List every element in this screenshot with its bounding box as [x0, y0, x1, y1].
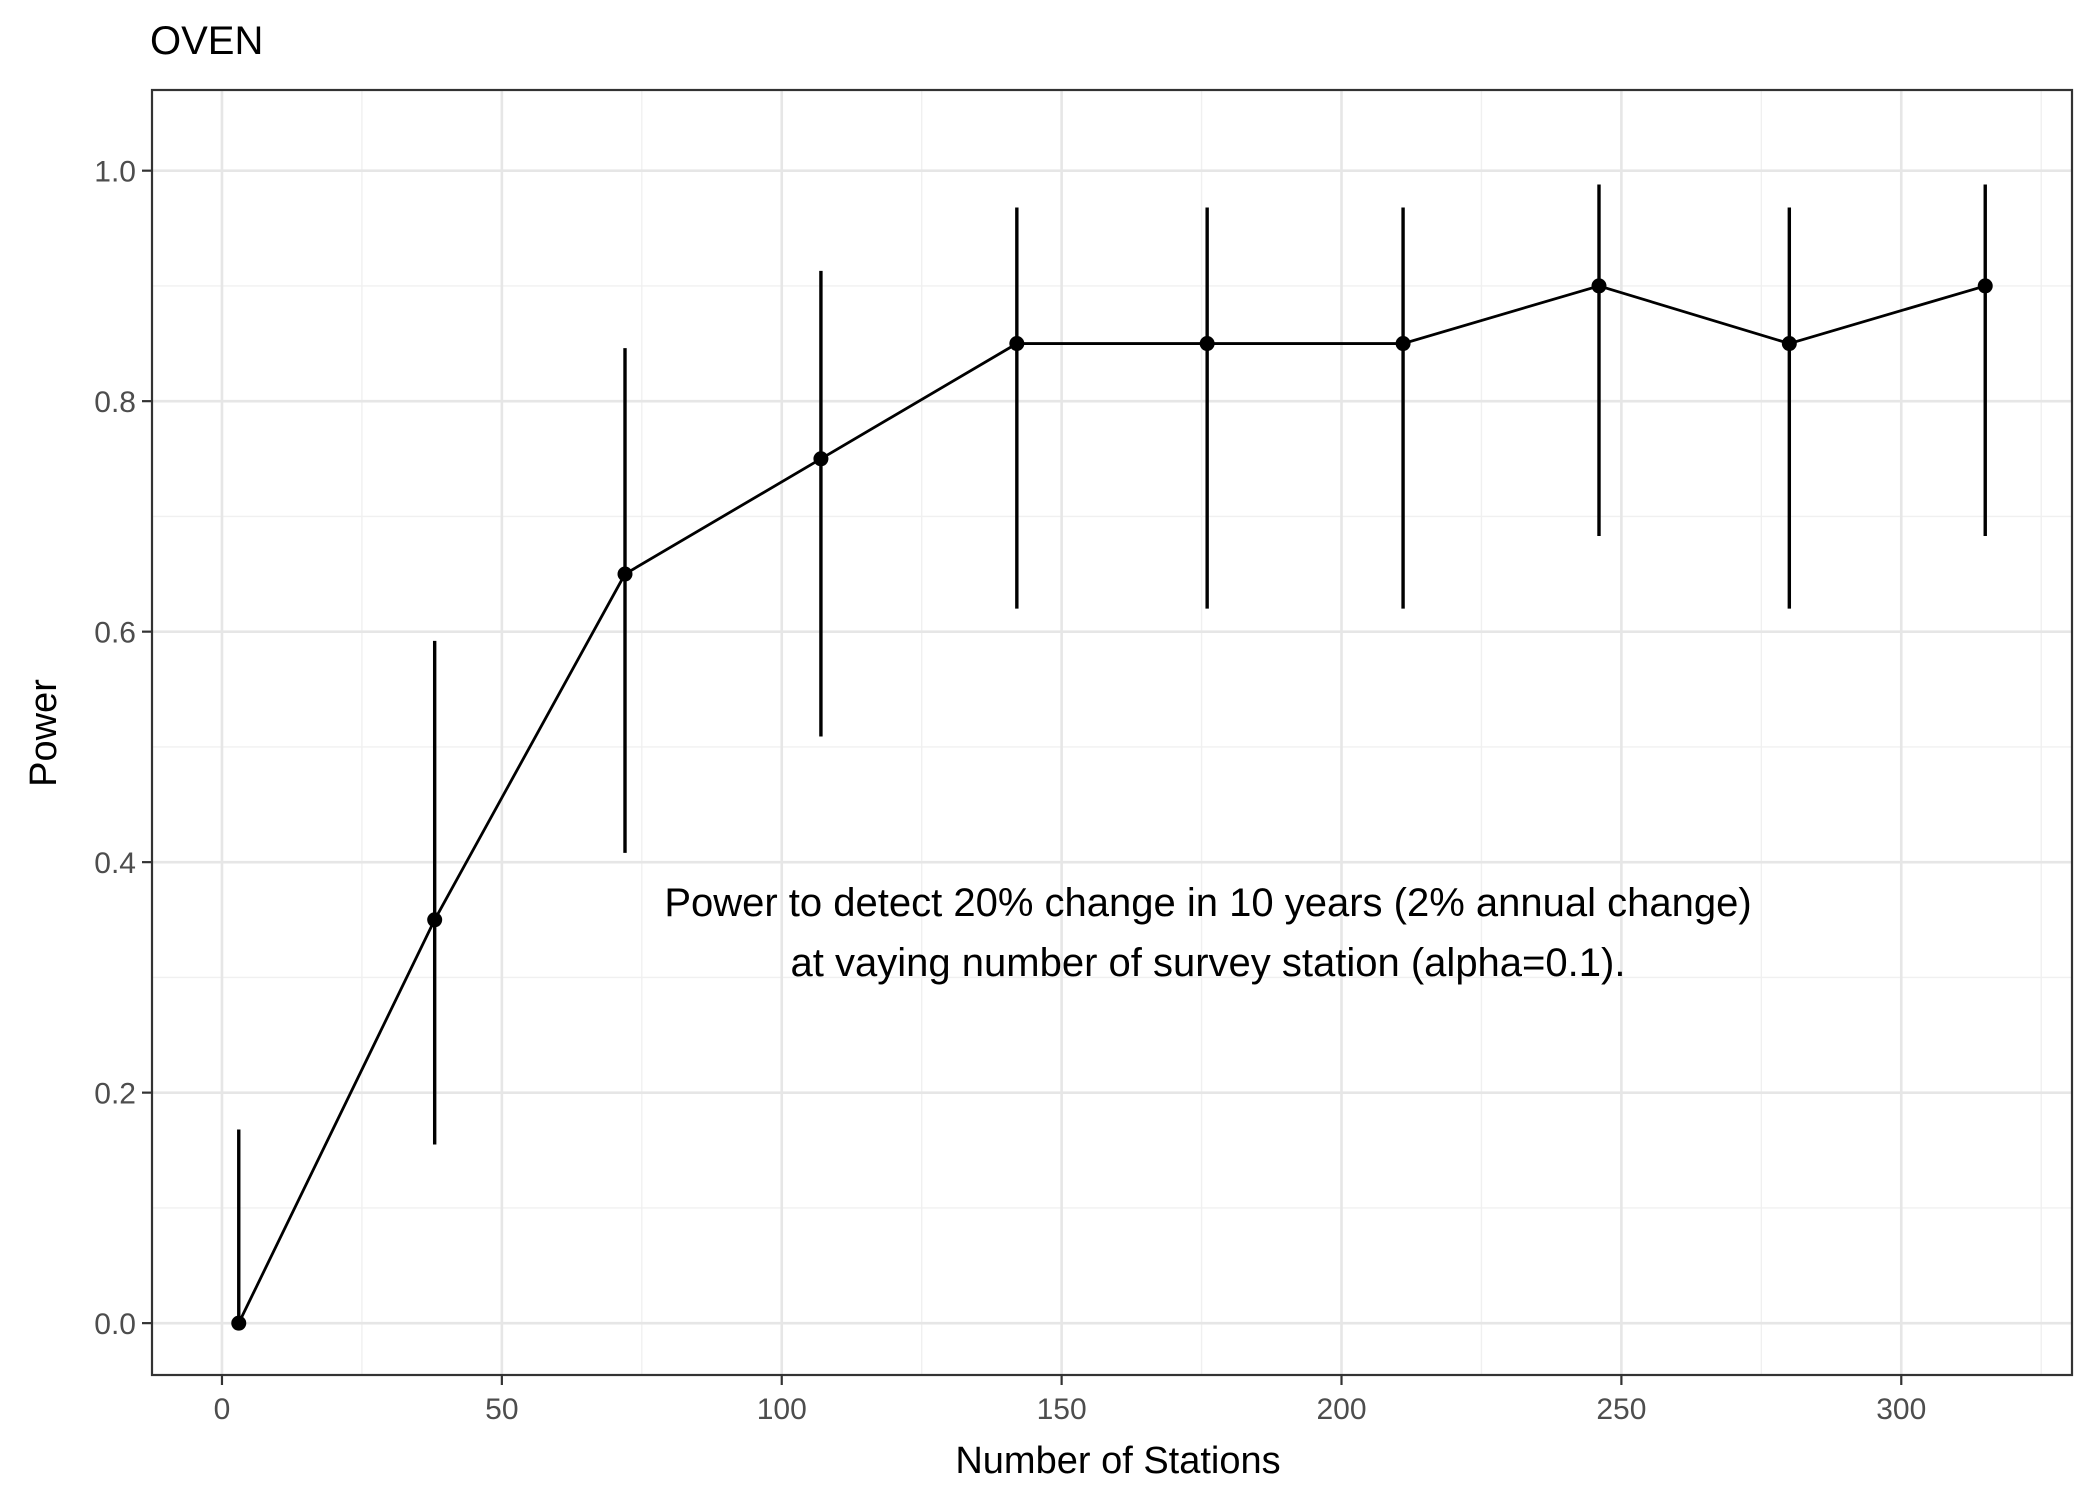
- x-tick-label: 50: [485, 1393, 518, 1426]
- x-tick-label: 300: [1876, 1393, 1926, 1426]
- data-points: [231, 278, 1993, 1331]
- data-point: [427, 912, 443, 928]
- data-point: [1199, 336, 1215, 352]
- plot-panel: [150, 88, 2074, 1377]
- data-point: [1781, 336, 1797, 352]
- y-tick-label: 0.8: [94, 386, 136, 419]
- x-axis-title: Number of Stations: [955, 1440, 1280, 1482]
- data-point: [813, 451, 829, 467]
- x-tick-label: 150: [1037, 1393, 1087, 1426]
- chart-title: OVEN: [150, 19, 263, 63]
- x-tick-label: 0: [214, 1393, 231, 1426]
- y-tick-label: 1.0: [94, 156, 136, 189]
- axis-ticks: 0 50 100 150 200 250 300 0.0 0.2 0.4 0.6 0.8 1.0: [94, 156, 1926, 1426]
- y-tick-label: 0.6: [94, 617, 136, 650]
- y-tick-label: 0.4: [94, 847, 136, 880]
- x-tick-label: 250: [1596, 1393, 1646, 1426]
- data-point: [617, 566, 633, 582]
- grid: [152, 90, 2072, 1375]
- x-tick-label: 100: [757, 1393, 807, 1426]
- series-line: [237, 284, 1986, 1324]
- data-point: [1977, 278, 1993, 294]
- y-tick-label: 0.0: [94, 1308, 136, 1341]
- x-tick-label: 200: [1316, 1393, 1366, 1426]
- data-point: [1395, 336, 1411, 352]
- y-axis-title: Power: [23, 679, 65, 787]
- annotation-line-2: at vaying number of survey station (alph…: [791, 941, 1626, 985]
- data-point: [231, 1315, 247, 1331]
- error-bars: [237, 184, 1987, 1324]
- data-point: [1591, 278, 1607, 294]
- data-point: [1009, 336, 1025, 352]
- annotation-line-1: Power to detect 20% change in 10 years (…: [664, 881, 1751, 925]
- y-tick-label: 0.2: [94, 1078, 136, 1111]
